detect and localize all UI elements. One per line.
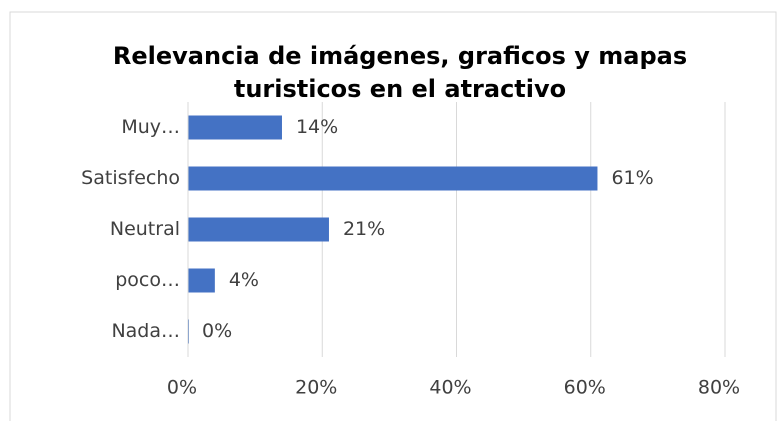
data-label: 14% [296,116,338,138]
data-label: 21% [343,218,385,240]
bar [188,115,282,140]
bar [188,166,598,191]
x-tick-label: 40% [429,377,471,399]
x-tick-label: 20% [295,377,337,399]
y-tick-label: Nada… [111,320,180,342]
y-tick-label: Satisfecho [81,167,180,189]
x-tick-label: 0% [167,377,197,399]
y-tick-label: poco… [115,269,180,291]
y-tick-label: Neutral [110,218,180,240]
bar [188,217,329,242]
data-label: 4% [229,269,259,291]
data-label: 61% [611,167,653,189]
x-tick-label: 80% [698,377,740,399]
bar [188,268,215,293]
x-tick-label: 60% [564,377,606,399]
chart-frame [9,11,777,421]
data-label: 0% [202,320,232,342]
chart-title: Relevancia de imágenes, graficos y mapas… [112,42,688,103]
y-tick-label: Muy… [121,116,180,138]
